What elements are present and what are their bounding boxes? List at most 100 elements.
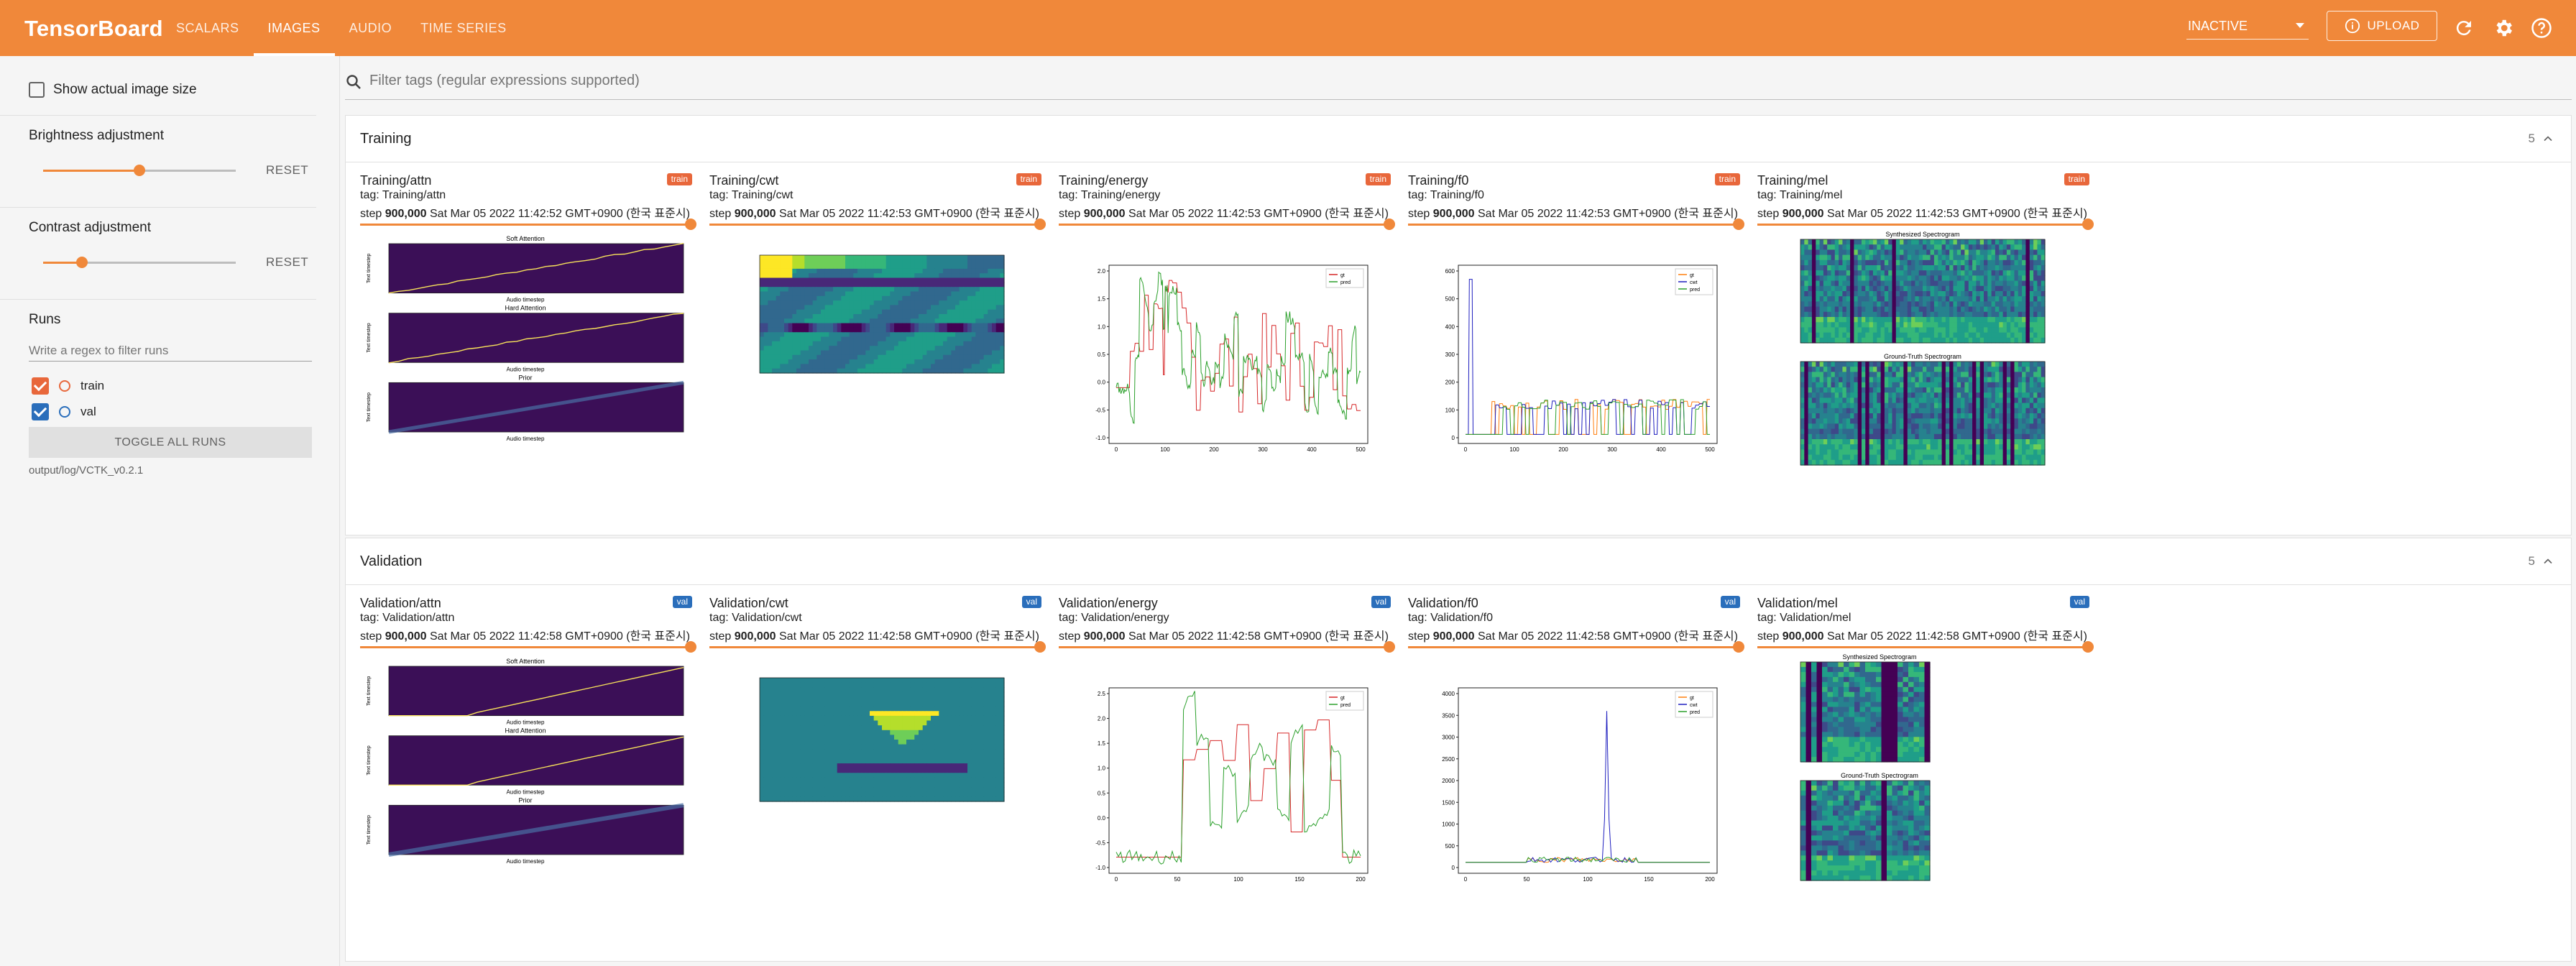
attn-subtitle: Hard Attention (505, 727, 546, 735)
series-line (1466, 856, 1710, 863)
series-line (1116, 271, 1361, 424)
toggle-all-runs-button[interactable]: TOGGLE ALL RUNS (29, 427, 312, 458)
image-card: Training/f0 train tag: Training/f0 step 900… (1408, 173, 1744, 475)
card-tag: tag: Validation/energy (1059, 612, 1169, 624)
prior-band (388, 380, 684, 434)
training-group-header[interactable]: Training 5 (346, 116, 2571, 162)
step-slider-thumb[interactable] (685, 218, 696, 230)
xtick-label: 200 (1356, 876, 1366, 883)
card-step: step 900,000 Sat Mar 05 2022 11:42:58 GM… (1408, 626, 1738, 643)
attn-alignment-line (388, 242, 684, 294)
step-value: 900,000 (1782, 208, 1824, 220)
run-train-checkbox[interactable] (32, 377, 49, 395)
step-slider-thumb[interactable] (1384, 218, 1395, 230)
card-title: Validation/energy (1059, 596, 1158, 610)
step-label: step (1757, 630, 1780, 643)
tag-filter-input[interactable] (368, 72, 1233, 90)
xtick-label: 200 (1209, 446, 1219, 453)
run-item-train[interactable]: train (32, 377, 104, 395)
chevron-up-icon[interactable] (2541, 132, 2555, 146)
step-slider[interactable] (1757, 641, 2094, 653)
ytick-label: 400 (1445, 323, 1455, 330)
plot-legend: gt pred (1325, 268, 1364, 288)
step-slider[interactable] (1059, 218, 1395, 230)
ytick-label: 4000 (1442, 691, 1455, 697)
card-step: step 900,000 Sat Mar 05 2022 11:42:53 GM… (709, 203, 1039, 221)
step-slider[interactable] (1757, 218, 2094, 230)
show-actual-size-row[interactable]: Show actual image size (29, 82, 197, 98)
run-val-checkbox[interactable] (32, 403, 49, 420)
step-label: step (1059, 630, 1081, 643)
step-slider-thumb[interactable] (2082, 641, 2094, 653)
attn-ylabel: Text timestep (367, 392, 372, 422)
step-slider-thumb[interactable] (1733, 641, 1744, 653)
tab-scalars[interactable]: SCALARS (176, 20, 239, 35)
xtick-label: 50 (1174, 876, 1181, 883)
step-slider-thumb[interactable] (2082, 218, 2094, 230)
inactive-plugins-select[interactable]: INACTIVE (2186, 16, 2309, 40)
help-icon[interactable] (2531, 17, 2552, 39)
ytick-label: 200 (1445, 380, 1455, 386)
attn-alignment-line (388, 313, 684, 364)
attn-alignment-line (389, 667, 684, 717)
step-slider[interactable] (360, 641, 696, 653)
chevron-up-icon[interactable] (2541, 554, 2555, 569)
run-item-val[interactable]: val (32, 402, 96, 421)
step-slider[interactable] (360, 218, 696, 230)
ytick-label: 1.0 (1098, 323, 1106, 330)
tab-audio[interactable]: AUDIO (349, 20, 392, 35)
settings-gear-icon[interactable] (2493, 17, 2514, 39)
runs-title: Runs (29, 312, 61, 327)
contrast-label: Contrast adjustment (29, 220, 152, 235)
step-slider[interactable] (709, 218, 1046, 230)
image-card: Validation/cwt val tag: Validation/cwt step… (709, 596, 1046, 898)
step-slider[interactable] (1408, 218, 1744, 230)
validation-group-header[interactable]: Validation 5 (346, 538, 2571, 585)
show-actual-size-checkbox[interactable] (29, 82, 45, 98)
run-train-color-icon[interactable] (59, 380, 70, 392)
step-slider[interactable] (1059, 641, 1395, 653)
card-tag: tag: Training/f0 (1408, 189, 1484, 201)
cwt-plot-image (759, 677, 1005, 802)
step-value: 900,000 (734, 208, 776, 220)
xtick-label: 300 (1607, 446, 1617, 453)
f0-plot-image: 600 500 400 300 200 100 0 0 100 200 300 400 500 gt cwt… (1445, 264, 1718, 453)
card-step: step 900,000 Sat Mar 05 2022 11:42:53 GM… (1059, 203, 1389, 221)
ytick-label: 0.5 (1098, 351, 1106, 358)
tab-images[interactable]: IMAGES (253, 0, 335, 56)
mel-spectrogram (1800, 662, 1931, 763)
step-label: step (360, 208, 382, 220)
series-line (1116, 691, 1361, 865)
xtick-label: 200 (1705, 876, 1715, 883)
runs-filter-input[interactable] (29, 341, 312, 362)
card-title: Training/energy (1059, 173, 1149, 188)
legend-entry: gt (1340, 273, 1345, 278)
xtick-label: 500 (1356, 446, 1366, 453)
step-label: step (1059, 208, 1081, 220)
tab-time-series[interactable]: TIME SERIES (420, 20, 507, 35)
sidebar: Show actual image size Brightness adjust… (0, 56, 340, 966)
xtick-label: 300 (1258, 446, 1268, 453)
upload-button[interactable]: UPLOAD (2327, 11, 2437, 41)
step-slider-thumb[interactable] (1384, 641, 1395, 653)
ytick-label: 0 (1452, 435, 1455, 441)
attn-subtitle: Prior (518, 374, 532, 381)
attn-plot-image: Soft Attention Audio timestep Text timeste… (367, 658, 684, 865)
run-val-color-icon[interactable] (59, 406, 70, 418)
step-slider-thumb[interactable] (1034, 218, 1046, 230)
step-timestamp: Sat Mar 05 2022 11:42:58 GMT+0900 (한국 표준… (1827, 630, 2087, 643)
ytick-label: 100 (1445, 407, 1455, 413)
step-slider-thumb[interactable] (1733, 218, 1744, 230)
contrast-reset-button[interactable]: RESET (266, 255, 309, 269)
step-timestamp: Sat Mar 05 2022 11:42:52 GMT+0900 (한국 표준… (430, 208, 690, 220)
step-slider[interactable] (1408, 641, 1744, 653)
image-card: Validation/mel val tag: Validation/mel step… (1757, 596, 2094, 898)
xtick-label: 0 (1464, 876, 1468, 883)
step-slider-thumb[interactable] (1034, 641, 1046, 653)
mel-plot-image: Synthesized Spectrogram Ground-Truth Spec… (1800, 653, 1931, 881)
ytick-label: 2500 (1442, 756, 1455, 763)
refresh-icon[interactable] (2453, 17, 2475, 39)
step-slider[interactable] (709, 641, 1046, 653)
brightness-reset-button[interactable]: RESET (266, 163, 309, 177)
step-slider-thumb[interactable] (685, 641, 696, 653)
